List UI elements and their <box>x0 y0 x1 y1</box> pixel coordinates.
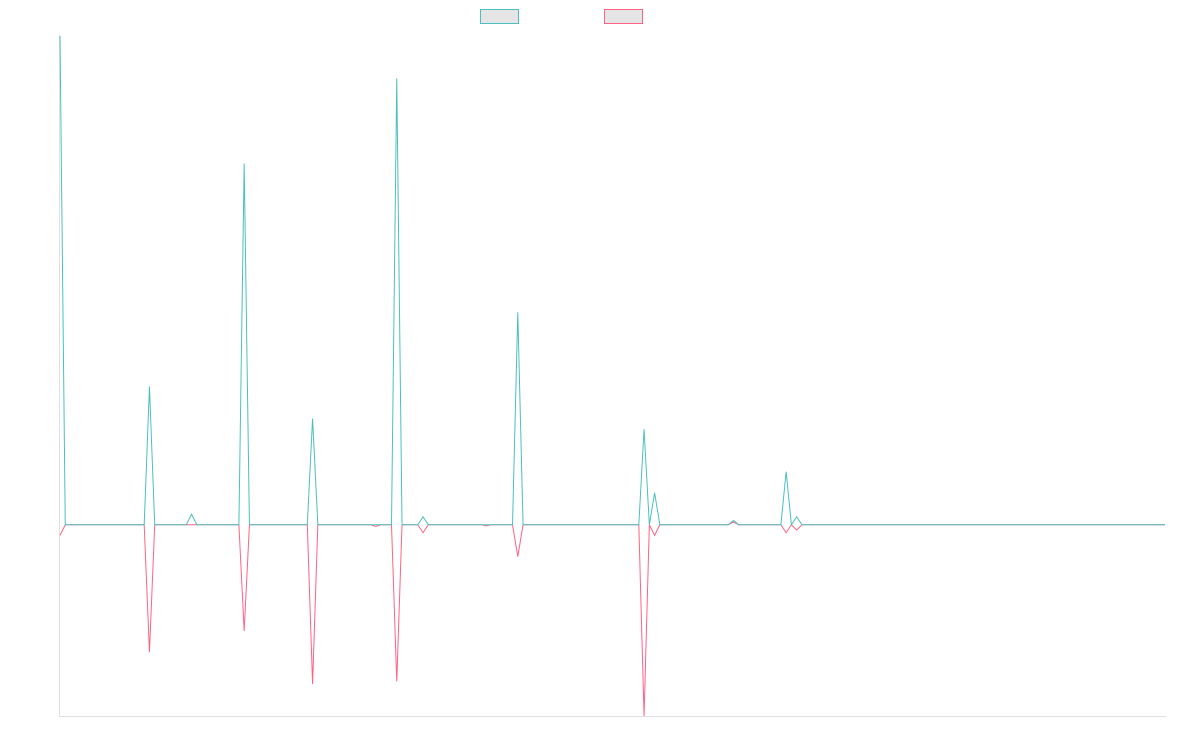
series-2-line <box>59 521 1165 717</box>
legend <box>0 9 1200 27</box>
legend-swatch-series-1 <box>480 9 519 24</box>
series-1 <box>59 35 1165 527</box>
legend-swatch-series-2 <box>604 9 643 24</box>
legend-item-series-1[interactable] <box>480 9 525 24</box>
series-2 <box>59 521 1165 717</box>
series-1-line <box>59 35 1165 527</box>
series-layer <box>59 35 1165 717</box>
legend-item-series-2[interactable] <box>604 9 649 24</box>
